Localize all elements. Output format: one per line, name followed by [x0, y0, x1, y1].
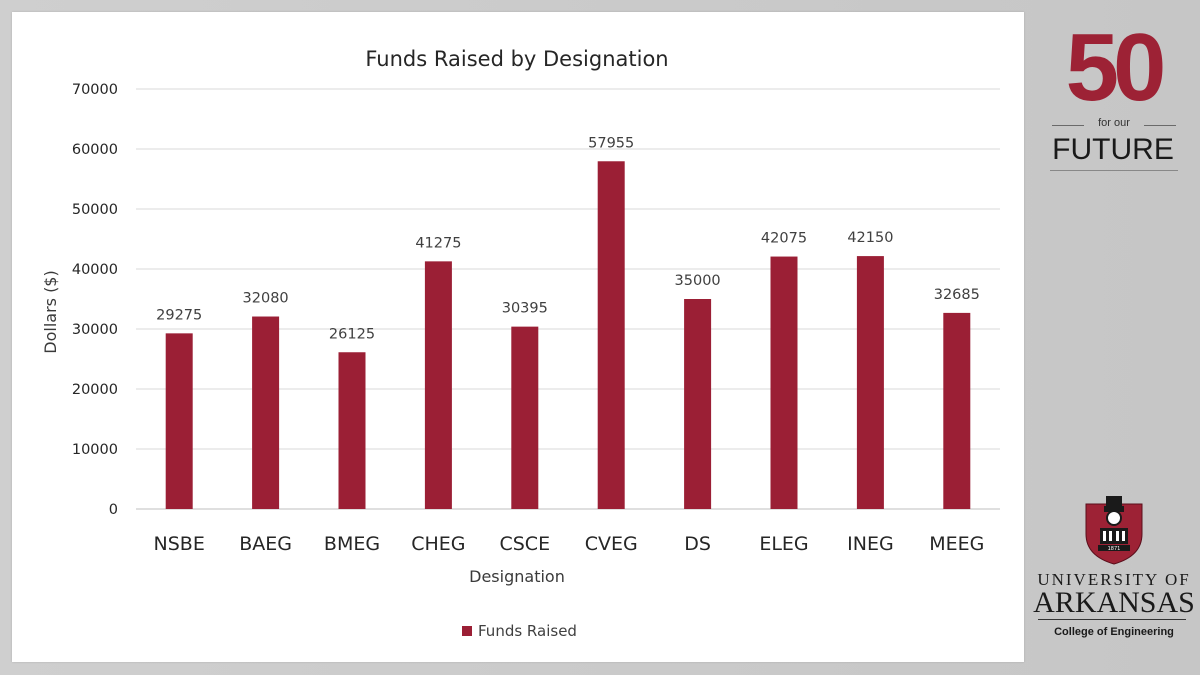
divider — [1144, 125, 1176, 126]
college-name: College of Engineering — [1054, 626, 1174, 638]
category-label: MEEG — [929, 533, 984, 555]
y-tick-label: 20000 — [72, 382, 118, 398]
bar-chart: Funds Raised by Designation 0 10000 20000 3… — [41, 47, 1000, 640]
divider — [1052, 125, 1084, 126]
data-label: 35000 — [675, 273, 721, 289]
category-label: BAEG — [239, 533, 292, 555]
bar — [597, 161, 625, 509]
data-label: 32080 — [243, 291, 289, 307]
divider — [1038, 619, 1186, 620]
anniversary-tagline-row: for our — [1052, 117, 1176, 133]
category-label: CSCE — [499, 533, 550, 555]
y-tick-label: 60000 — [72, 142, 118, 158]
university-name-top: UNIVERSITY OF — [1037, 570, 1191, 589]
university-seal-icon: 1871 — [1085, 496, 1143, 565]
y-tick-label: 40000 — [72, 262, 118, 278]
data-labels: 29275 32080 26125 41275 30395 57955 35000 42075… — [156, 135, 980, 342]
divider — [1050, 170, 1178, 171]
category-label: CHEG — [411, 533, 465, 555]
data-label: 42075 — [761, 231, 807, 247]
gridlines — [136, 88, 1000, 510]
y-tick-label: 10000 — [72, 442, 118, 458]
legend-label: Funds Raised — [478, 622, 577, 640]
bar — [424, 261, 452, 509]
anniversary-number: 50 — [1065, 14, 1167, 121]
category-label: ELEG — [759, 533, 808, 555]
data-label: 30395 — [502, 301, 548, 317]
legend-swatch — [462, 626, 472, 636]
bar — [511, 326, 539, 509]
y-tick-label: 50000 — [72, 202, 118, 218]
y-tick-label: 0 — [109, 502, 118, 518]
category-label: CVEG — [585, 533, 638, 555]
anniversary-tagline: for our — [1098, 117, 1130, 129]
bar — [338, 352, 366, 509]
category-label: INEG — [847, 533, 894, 555]
bar — [252, 316, 280, 509]
y-tick-label: 30000 — [72, 322, 118, 338]
university-name-main: ARKANSAS — [1033, 586, 1195, 619]
bars — [165, 161, 971, 509]
y-axis-title: Dollars ($) — [41, 270, 60, 353]
category-label: DS — [684, 533, 711, 555]
x-axis-title: Designation — [469, 567, 565, 586]
anniversary-word: FUTURE — [1052, 133, 1174, 166]
category-label: NSBE — [154, 533, 205, 555]
category-labels: NSBE BAEG BMEG CHEG CSCE CVEG DS ELEG INEG MEEG — [154, 533, 985, 555]
category-label: BMEG — [324, 533, 380, 555]
data-label: 29275 — [156, 307, 202, 323]
y-tick-label: 70000 — [72, 82, 118, 98]
bar — [165, 333, 193, 509]
legend: Funds Raised — [462, 622, 577, 640]
chart-panel: Funds Raised by Designation 0 10000 20000 3… — [12, 12, 1024, 662]
y-axis-ticks: 0 10000 20000 30000 40000 50000 60000 70000 — [72, 82, 118, 518]
bar — [943, 312, 971, 509]
bar — [770, 256, 798, 509]
seal-year: 1871 — [1108, 546, 1121, 552]
data-label: 57955 — [588, 135, 634, 151]
data-label: 42150 — [847, 230, 893, 246]
bar — [684, 299, 712, 509]
chart-title: Funds Raised by Designation — [365, 47, 668, 71]
data-label: 26125 — [329, 326, 375, 342]
data-label: 41275 — [415, 235, 461, 251]
data-label: 32685 — [934, 287, 980, 303]
bar — [856, 256, 884, 509]
